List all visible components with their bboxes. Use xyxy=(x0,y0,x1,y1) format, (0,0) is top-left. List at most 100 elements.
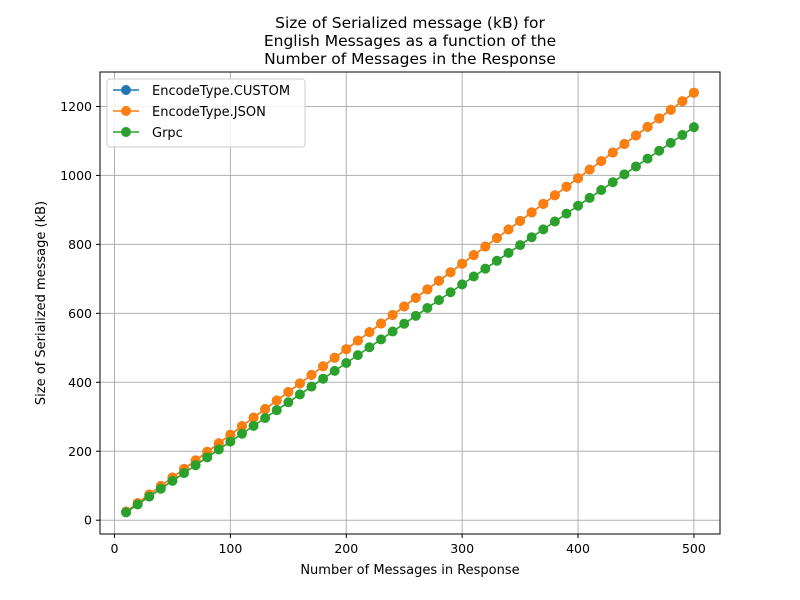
data-point xyxy=(445,287,456,298)
data-point xyxy=(584,164,595,175)
data-point xyxy=(607,147,618,158)
data-point xyxy=(688,87,699,98)
y-tick-label: 400 xyxy=(68,375,92,390)
data-point xyxy=(654,145,665,156)
legend-items: EncodeType.CUSTOM EncodeType.JSON Grpc xyxy=(113,84,290,141)
data-point xyxy=(318,373,329,384)
legend-label: EncodeType.JSON xyxy=(152,105,266,120)
data-point xyxy=(549,216,560,227)
data-point xyxy=(433,295,444,306)
data-point xyxy=(468,271,479,282)
data-point xyxy=(561,181,572,192)
legend-box xyxy=(106,78,306,148)
data-point xyxy=(584,192,595,203)
data-point xyxy=(677,130,688,141)
chart-title-line-2: English Messages as a function of the xyxy=(264,32,556,50)
data-point xyxy=(155,483,166,494)
data-point xyxy=(422,284,433,295)
data-point xyxy=(573,200,584,211)
data-point xyxy=(190,460,201,471)
data-point xyxy=(341,344,352,355)
data-point xyxy=(271,395,282,406)
data-point xyxy=(561,208,572,219)
series-1 xyxy=(121,87,699,517)
y-tick-label: 1000 xyxy=(60,168,92,183)
data-point xyxy=(619,169,630,180)
y-tick-label: 800 xyxy=(68,237,92,252)
data-point xyxy=(294,389,305,400)
data-point xyxy=(179,468,190,479)
data-point xyxy=(364,342,375,353)
legend-marker xyxy=(121,85,131,95)
data-point xyxy=(248,412,259,423)
data-point xyxy=(630,130,641,141)
data-point xyxy=(248,420,259,431)
series-group xyxy=(121,87,699,518)
y-axis-label: Size of Serialized message (kB) xyxy=(34,201,49,405)
y-tick-label: 1200 xyxy=(60,99,92,114)
data-point xyxy=(399,301,410,312)
data-point xyxy=(225,429,236,440)
data-point xyxy=(515,240,526,251)
data-point xyxy=(503,224,514,235)
data-point xyxy=(619,138,630,149)
data-point xyxy=(665,137,676,148)
data-point xyxy=(260,404,271,415)
x-tick-label: 300 xyxy=(450,541,474,556)
data-point xyxy=(144,491,155,502)
y-tick-label: 200 xyxy=(68,444,92,459)
x-tick-label: 400 xyxy=(566,541,590,556)
data-point xyxy=(526,207,537,218)
legend-label: Grpc xyxy=(152,126,183,141)
data-point xyxy=(410,310,421,321)
data-point xyxy=(329,365,340,376)
data-point xyxy=(596,156,607,167)
data-point xyxy=(457,279,468,290)
data-point xyxy=(654,113,665,124)
data-point xyxy=(538,224,549,235)
data-point xyxy=(410,292,421,303)
x-tick-label: 500 xyxy=(682,541,706,556)
legend: EncodeType.CUSTOM EncodeType.JSON Grpc xyxy=(106,78,306,148)
y-tick-label: 0 xyxy=(84,513,92,528)
chart-title-line-1: Size of Serialized message (kB) for xyxy=(275,14,545,32)
data-point xyxy=(549,190,560,201)
legend-marker xyxy=(121,127,131,137)
axis-ticks: 0 100 200 300 400 500 0 200 400 600 800 1000 1200 xyxy=(60,99,706,556)
data-point xyxy=(665,104,676,115)
data-point xyxy=(213,444,224,455)
data-point xyxy=(480,263,491,274)
data-point xyxy=(283,397,294,408)
y-tick-label: 600 xyxy=(68,306,92,321)
data-point xyxy=(596,185,607,196)
data-point xyxy=(630,161,641,172)
x-tick-label: 100 xyxy=(218,541,242,556)
data-point xyxy=(573,173,584,184)
data-point xyxy=(457,258,468,269)
legend-label: EncodeType.CUSTOM xyxy=(152,84,290,99)
data-point xyxy=(526,232,537,243)
data-point xyxy=(387,326,398,337)
data-point xyxy=(260,413,271,424)
x-axis-label: Number of Messages in Response xyxy=(300,563,519,578)
x-tick-label: 0 xyxy=(111,541,119,556)
data-point xyxy=(433,275,444,286)
data-point xyxy=(376,334,387,345)
data-point xyxy=(376,318,387,329)
data-point xyxy=(306,381,317,392)
data-point xyxy=(167,475,178,486)
data-point xyxy=(538,198,549,209)
data-point xyxy=(445,267,456,278)
data-point xyxy=(306,369,317,380)
data-point xyxy=(491,255,502,266)
data-point xyxy=(271,405,282,416)
data-point xyxy=(468,250,479,261)
data-point xyxy=(236,421,247,432)
data-point xyxy=(352,350,363,361)
data-point xyxy=(515,215,526,226)
plot-frame xyxy=(99,71,721,535)
data-point xyxy=(399,318,410,329)
data-point xyxy=(677,96,688,107)
data-point xyxy=(364,327,375,338)
data-point xyxy=(503,247,514,258)
